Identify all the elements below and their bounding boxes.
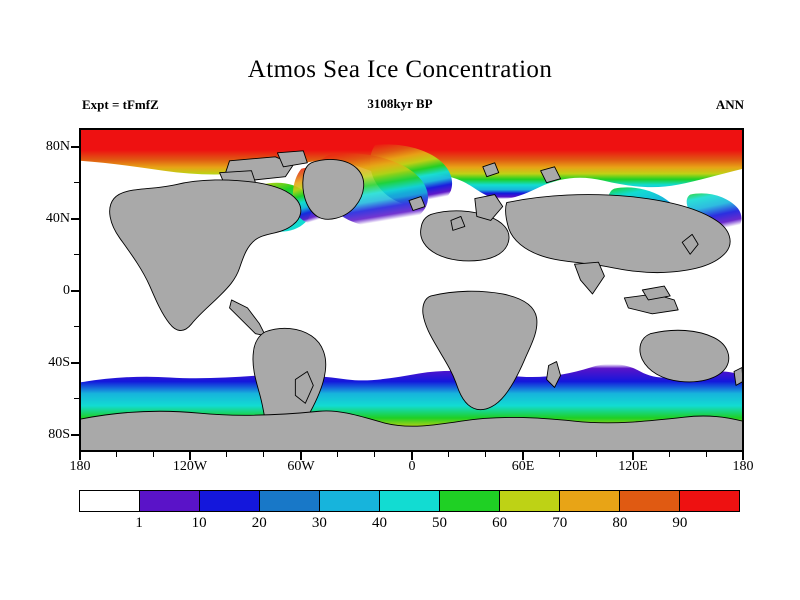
- colorbar-tick-label-10: 10: [191, 515, 207, 531]
- land-africa: [422, 290, 538, 411]
- colorbar-cell-9[interactable]: [619, 491, 679, 511]
- y-tick-label-40n: 40N: [45, 211, 70, 226]
- colorbar-cell-10[interactable]: [679, 491, 739, 511]
- x-tick-label-180e: 180: [732, 459, 754, 474]
- x-tick-major: [522, 452, 524, 460]
- colorbar-cell-8[interactable]: [559, 491, 619, 511]
- y-tick-major: [71, 434, 79, 436]
- y-tick-minor: [74, 254, 79, 255]
- land-asia: [505, 194, 731, 274]
- x-tick-major: [411, 452, 413, 460]
- colorbar-cell-6[interactable]: [439, 491, 499, 511]
- colorbar-cell-3[interactable]: [259, 491, 319, 511]
- land-antarctic-peninsula: [294, 371, 314, 404]
- colorbar-tick-label-80: 80: [612, 515, 628, 531]
- x-tick-major: [189, 452, 191, 460]
- land-iceland: [408, 196, 426, 211]
- x-tick-major: [742, 452, 744, 460]
- y-tick-label-80s: 80S: [48, 427, 70, 442]
- land-new-zealand: [733, 367, 743, 386]
- colorbar-cell-5[interactable]: [379, 491, 439, 511]
- figure-subtitle: 3108kyr BP: [367, 96, 433, 111]
- colorbar[interactable]: [79, 490, 740, 512]
- land-scandinavia: [474, 194, 504, 221]
- y-tick-minor: [74, 182, 79, 183]
- x-tick-minor: [337, 452, 338, 457]
- colorbar-tick-label-70: 70: [552, 515, 568, 531]
- land-antarctica: [80, 410, 743, 451]
- x-tick-minor: [226, 452, 227, 457]
- colorbar-cell-4[interactable]: [319, 491, 379, 511]
- land-greenland: [302, 158, 365, 220]
- land-novaya-zemlya: [540, 166, 561, 184]
- colorbar-cell-1[interactable]: [139, 491, 199, 511]
- colorbar-cell-7[interactable]: [499, 491, 559, 511]
- x-tick-label-60e: 60E: [511, 459, 535, 474]
- map-svg: [80, 129, 743, 451]
- x-tick-minor: [263, 452, 264, 457]
- x-tick-minor: [559, 452, 560, 457]
- land-borneo: [641, 285, 671, 301]
- y-tick-minor: [74, 326, 79, 327]
- y-tick-major: [71, 362, 79, 364]
- map-panel: [79, 128, 744, 452]
- y-tick-minor: [74, 398, 79, 399]
- x-tick-major: [632, 452, 634, 460]
- x-tick-minor: [706, 452, 707, 457]
- y-tick-label-80n: 80N: [45, 139, 70, 154]
- x-tick-minor: [448, 452, 449, 457]
- experiment-label: Expt = tFmfZ: [82, 97, 159, 112]
- y-tick-label-40s: 40S: [48, 355, 70, 370]
- x-tick-label-0: 0: [408, 459, 416, 474]
- x-tick-major: [79, 452, 81, 460]
- y-tick-major: [71, 146, 79, 148]
- colorbar-tick-label-90: 90: [672, 515, 688, 531]
- colorbar-tick-label-20: 20: [251, 515, 267, 531]
- x-tick-minor: [116, 452, 117, 457]
- x-tick-minor: [374, 452, 375, 457]
- x-tick-minor: [153, 452, 154, 457]
- x-tick-major: [300, 452, 302, 460]
- land-india: [574, 261, 605, 295]
- colorbar-cell-0[interactable]: [80, 491, 139, 511]
- colorbar-cell-2[interactable]: [199, 491, 259, 511]
- y-tick-major: [71, 218, 79, 220]
- y-tick-major: [71, 290, 79, 292]
- x-tick-label-120e: 120E: [618, 459, 648, 474]
- y-tick-label-0: 0: [63, 283, 70, 298]
- colorbar-tick-label-1: 1: [135, 515, 143, 531]
- x-tick-minor: [596, 452, 597, 457]
- colorbar-tick-label-50: 50: [432, 515, 448, 531]
- land-svalbard: [482, 162, 500, 178]
- land-masses: [80, 150, 743, 451]
- land-ellesmere: [276, 150, 308, 168]
- x-tick-label-120w: 120W: [172, 459, 208, 474]
- colorbar-tick-label-30: 30: [311, 515, 327, 531]
- x-tick-label-60w: 60W: [287, 459, 315, 474]
- land-japan: [681, 233, 699, 255]
- colorbar-tick-label-60: 60: [492, 515, 508, 531]
- land-australia: [639, 329, 730, 383]
- season-label: ANN: [715, 97, 744, 112]
- land-north-america: [109, 179, 302, 331]
- x-tick-minor: [485, 452, 486, 457]
- colorbar-tick-label-40: 40: [371, 515, 387, 531]
- x-tick-minor: [669, 452, 670, 457]
- x-tick-label-180w: 180: [69, 459, 91, 474]
- page-title: Atmos Sea Ice Concentration: [247, 56, 553, 83]
- land-british-isles: [450, 216, 466, 231]
- land-madagascar: [546, 361, 561, 388]
